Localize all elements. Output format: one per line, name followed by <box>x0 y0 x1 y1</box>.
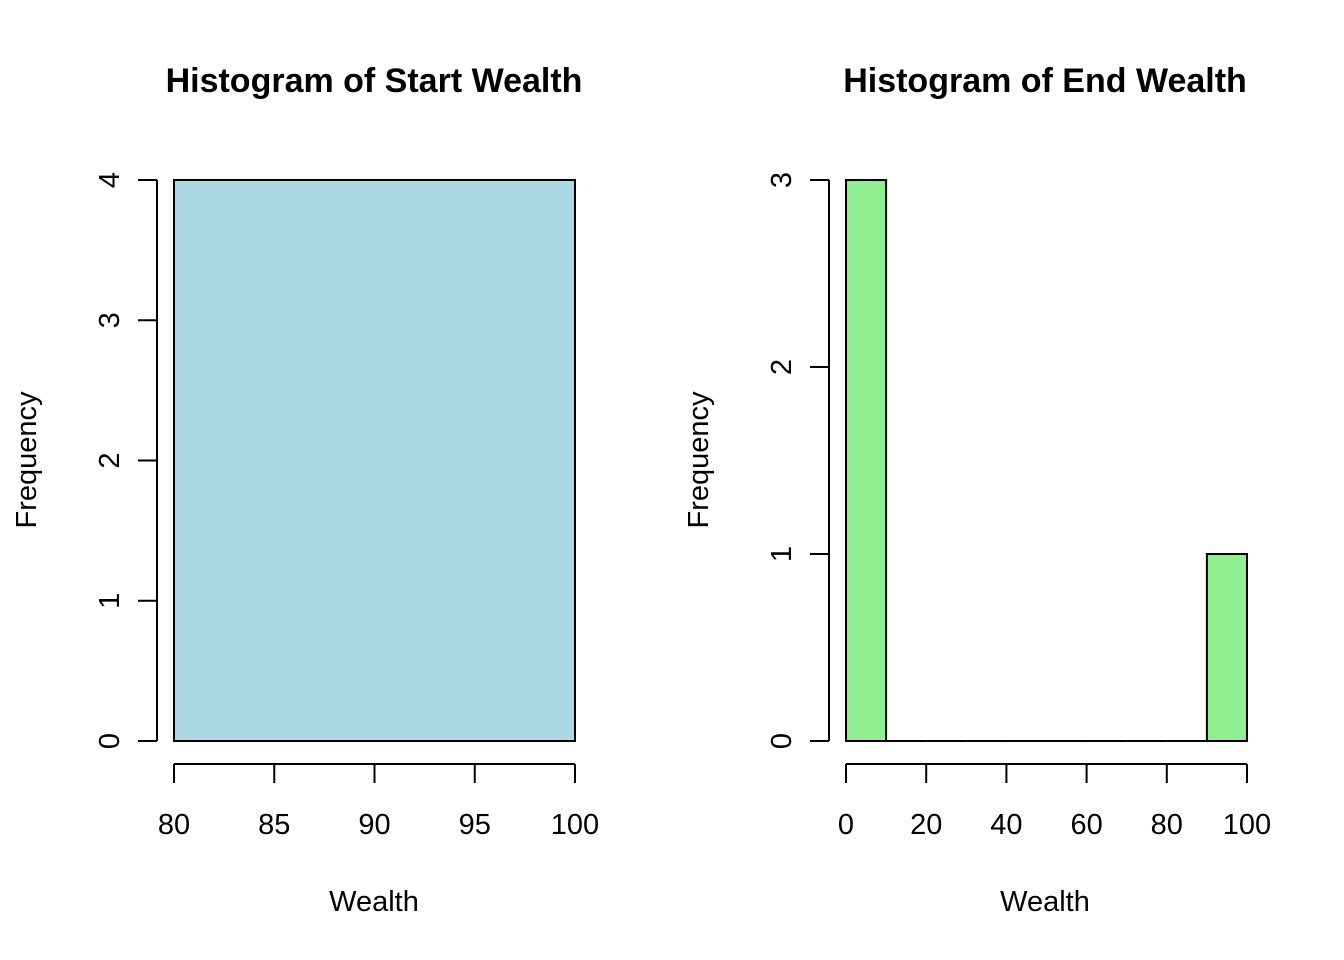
x-axis: 80 85 90 95 100 <box>158 763 599 841</box>
x-tick-label: 80 <box>158 809 190 841</box>
panel-end-wealth: Histogram of End Wealth Wealth Frequency… <box>683 62 1271 918</box>
y-tick-label: 1 <box>94 593 126 609</box>
x-tick-label: 0 <box>838 809 854 841</box>
x-tick-label: 90 <box>358 809 390 841</box>
x-tick-label: 40 <box>990 809 1022 841</box>
y-tick-label: 4 <box>94 172 126 188</box>
x-axis-label: Wealth <box>329 886 419 918</box>
y-tick-label: 1 <box>766 546 798 562</box>
y-tick-label: 2 <box>94 452 126 468</box>
histogram-bar-80-100 <box>173 179 576 742</box>
x-tick-label: 85 <box>258 809 290 841</box>
histogram-bar-90-100 <box>1205 553 1249 742</box>
chart-title: Histogram of Start Wealth <box>166 62 583 100</box>
y-axis-label: Frequency <box>683 391 715 529</box>
bars <box>845 179 1249 742</box>
x-tick-label: 100 <box>1223 809 1271 841</box>
bars <box>173 179 576 742</box>
x-tick-label: 95 <box>459 809 491 841</box>
x-tick-label: 60 <box>1070 809 1102 841</box>
x-tick-label: 80 <box>1151 809 1183 841</box>
x-axis: 0 20 40 60 80 100 <box>838 763 1271 841</box>
chart-title: Histogram of End Wealth <box>843 62 1247 100</box>
panel-start-wealth: Histogram of Start Wealth Wealth Frequen… <box>11 62 599 918</box>
y-tick-label: 3 <box>766 172 798 188</box>
x-tick-label: 20 <box>910 809 942 841</box>
y-tick-label: 0 <box>94 733 126 749</box>
y-axis: 0 1 2 3 4 <box>94 172 158 749</box>
y-tick-label: 0 <box>766 733 798 749</box>
histogram-bar-0-10 <box>845 179 888 742</box>
y-axis-label: Frequency <box>11 391 43 529</box>
y-tick-label: 2 <box>766 359 798 375</box>
x-tick-label: 100 <box>551 809 599 841</box>
x-axis-label: Wealth <box>1000 886 1090 918</box>
y-tick-label: 3 <box>94 312 126 328</box>
y-axis: 0 1 2 3 <box>766 172 830 749</box>
